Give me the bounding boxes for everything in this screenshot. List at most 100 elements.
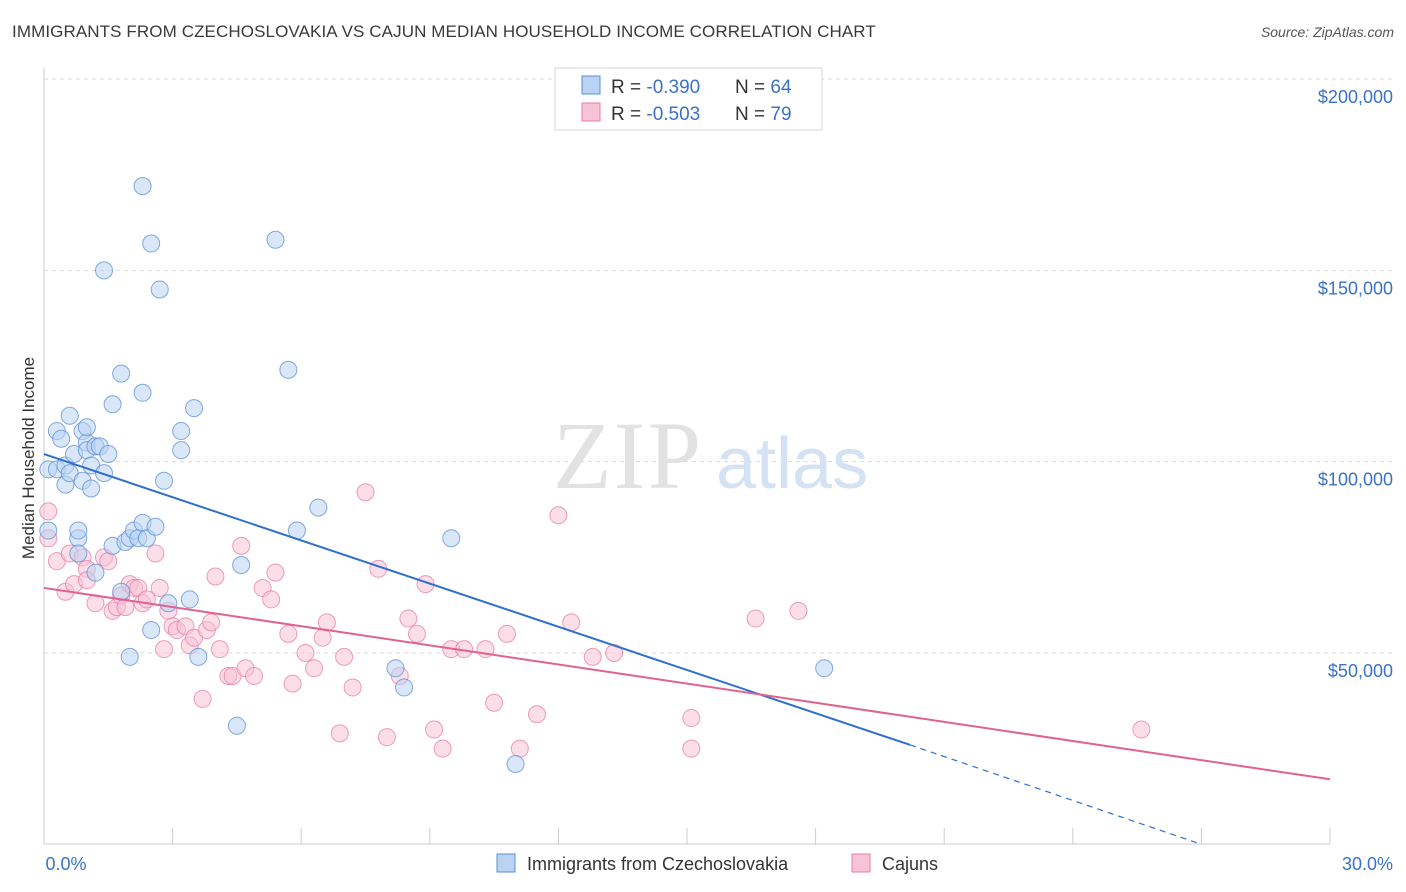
cajuns-point-30 xyxy=(193,689,212,708)
cajuns-point-49 xyxy=(330,724,349,743)
cajuns-point-21 xyxy=(146,544,165,563)
cajuns-point-32 xyxy=(202,613,221,632)
svg-text:N = 64: N = 64 xyxy=(735,77,792,98)
x-tick-label-1: 30.0% xyxy=(1342,854,1393,874)
cajuns-point-65 xyxy=(497,624,516,643)
cajuns-point-64 xyxy=(485,693,504,712)
series-legend: Immigrants from Czechoslovakia Cajuns xyxy=(496,853,938,874)
cajuns-point-22 xyxy=(150,578,169,597)
cajuns-point-73 xyxy=(682,739,701,758)
svg-text:R = -0.503: R = -0.503 xyxy=(611,104,700,125)
czechoslovakia-point-32 xyxy=(120,647,139,666)
cajuns-point-70 xyxy=(583,647,602,666)
czechoslovakia-point-37 xyxy=(133,383,152,402)
legend-swatch-blue xyxy=(581,75,601,95)
chart-title: IMMIGRANTS FROM CZECHOSLOVAKIA VS CAJUN … xyxy=(12,22,876,41)
x-tick-label-0: 0.0% xyxy=(45,854,86,874)
legend-swatch-pink xyxy=(581,102,601,122)
cajuns-point-60 xyxy=(433,739,452,758)
czechoslovakia-point-59 xyxy=(506,754,525,773)
czechoslovakia-point-52 xyxy=(266,230,285,249)
czechoslovakia-point-41 xyxy=(146,517,165,536)
bottom-legend-label-blue: Immigrants from Czechoslovakia xyxy=(527,854,789,874)
bottom-legend-swatch-pink xyxy=(851,853,871,873)
czechoslovakia-point-19 xyxy=(82,479,101,498)
watermark-atlas: atlas xyxy=(716,424,868,504)
czechoslovakia-point-55 xyxy=(309,498,328,517)
bottom-legend-swatch-blue xyxy=(496,853,516,873)
legend-r-label-1: R = xyxy=(611,77,646,98)
legend-r-label-2: R = xyxy=(611,104,646,125)
czechoslovakia-point-4 xyxy=(52,429,71,448)
czechoslovakia-point-12 xyxy=(69,544,88,563)
czechoslovakia-trend-line xyxy=(43,453,911,746)
cajuns-point-56 xyxy=(399,609,418,628)
czechoslovakia-point-25 xyxy=(99,445,118,464)
czechoslovakia-point-53 xyxy=(279,360,298,379)
czechoslovakia-point-27 xyxy=(103,395,122,414)
czechoslovakia-point-17 xyxy=(77,418,96,437)
cajuns-point-43 xyxy=(279,624,298,643)
watermark: ZIP atlas xyxy=(553,402,868,509)
czechoslovakia-point-42 xyxy=(150,280,169,299)
cajuns-point-46 xyxy=(305,659,324,678)
czechoslovakia-point-60 xyxy=(815,659,834,678)
czechoslovakia-point-45 xyxy=(172,422,191,441)
cajuns-points xyxy=(39,483,1151,758)
czechoslovakia-point-23 xyxy=(95,261,114,280)
cajuns-point-47 xyxy=(313,628,332,647)
czechoslovakia-trend-extension xyxy=(909,744,1202,845)
legend-r-value-2: -0.503 xyxy=(646,104,700,125)
czechoslovakia-point-57 xyxy=(395,678,414,697)
y-tick-label-3: $200,000 xyxy=(1318,87,1393,107)
czechoslovakia-point-40 xyxy=(142,234,161,253)
czechoslovakia-points xyxy=(39,177,834,773)
cajuns-point-52 xyxy=(356,483,375,502)
czechoslovakia-point-7 xyxy=(60,406,79,425)
czechoslovakia-point-50 xyxy=(227,716,246,735)
cajuns-point-44 xyxy=(283,674,302,693)
czechoslovakia-point-47 xyxy=(180,590,199,609)
czechoslovakia-point-48 xyxy=(185,399,204,418)
bottom-legend-label-pink: Cajuns xyxy=(882,854,938,874)
czechoslovakia-point-44 xyxy=(159,594,178,613)
correlation-legend: R = -0.390 N = 64 R = -0.503 N = 79 xyxy=(554,67,823,131)
czechoslovakia-point-21 xyxy=(86,563,105,582)
cajuns-point-42 xyxy=(266,563,285,582)
czechoslovakia-point-46 xyxy=(172,441,191,460)
cajuns-point-75 xyxy=(789,601,808,620)
czechoslovakia-point-0 xyxy=(39,521,58,540)
czechoslovakia-point-49 xyxy=(189,647,208,666)
y-axis-label: Median Household Income xyxy=(19,357,38,559)
cajuns-point-68 xyxy=(549,506,568,525)
cajuns-point-39 xyxy=(245,666,264,685)
cajuns-point-67 xyxy=(527,705,546,724)
cajuns-point-50 xyxy=(335,647,354,666)
cajuns-point-37 xyxy=(232,536,251,555)
legend-n-value-2: 79 xyxy=(770,104,791,125)
cajuns-point-76 xyxy=(1132,720,1151,739)
cajuns-point-41 xyxy=(262,590,281,609)
czechoslovakia-point-51 xyxy=(232,555,251,574)
cajuns-point-66 xyxy=(510,739,529,758)
cajuns-point-45 xyxy=(296,644,315,662)
y-tick-label-0: $50,000 xyxy=(1328,661,1393,681)
cajuns-point-57 xyxy=(407,624,426,643)
cajuns-trend-line xyxy=(43,586,1331,781)
cajuns-point-74 xyxy=(746,609,765,628)
cajuns-point-34 xyxy=(210,640,229,659)
czechoslovakia-point-28 xyxy=(112,364,131,383)
czechoslovakia-point-11 xyxy=(69,521,88,540)
watermark-zip: ZIP xyxy=(553,402,703,509)
cajuns-point-54 xyxy=(377,728,396,747)
svg-text:N = 79: N = 79 xyxy=(735,104,792,125)
legend-n-value-1: 64 xyxy=(770,77,792,98)
legend-n-label-2: N = xyxy=(735,104,770,125)
czechoslovakia-point-58 xyxy=(442,529,461,548)
tick-labels: $50,000 $100,000 $150,000 $200,000 0.0% 30.0% xyxy=(45,87,1393,874)
cajuns-point-59 xyxy=(425,720,444,739)
cajuns-point-33 xyxy=(206,567,225,586)
czechoslovakia-point-35 xyxy=(133,177,152,196)
cajuns-point-72 xyxy=(682,709,701,728)
